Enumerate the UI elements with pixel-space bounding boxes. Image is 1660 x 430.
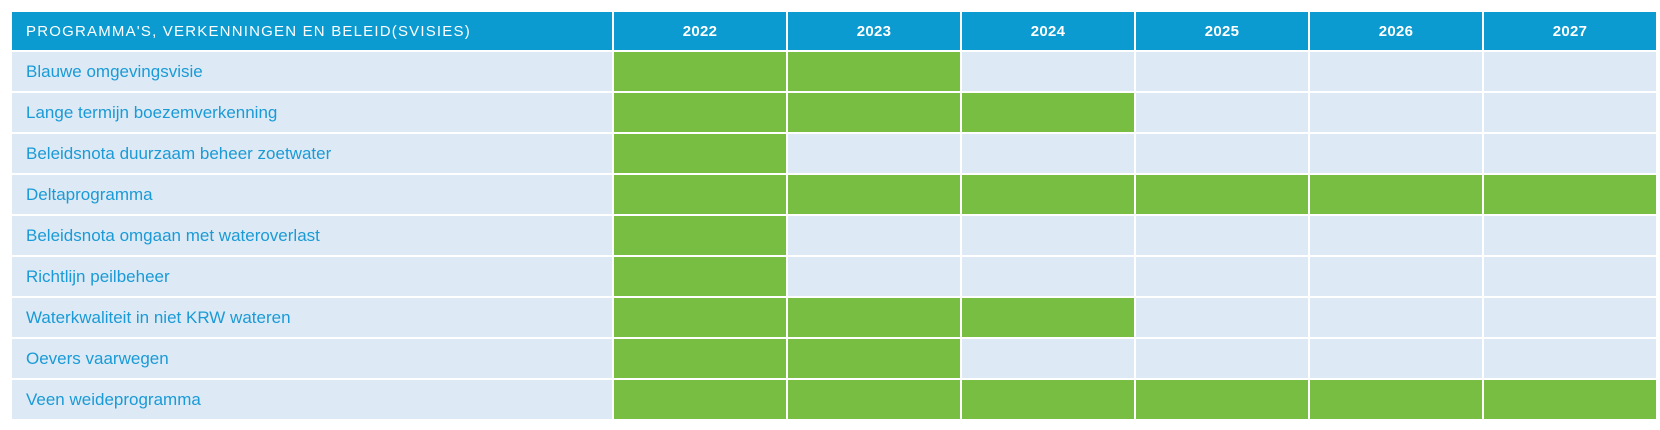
- timeline-cell-active: [962, 175, 1134, 214]
- timeline-cell-empty: [788, 216, 960, 255]
- timeline-cell-active: [614, 257, 786, 296]
- timeline-cell-active: [788, 175, 960, 214]
- timeline-cell-active: [614, 380, 786, 419]
- row-label: Blauwe omgevingsvisie: [12, 52, 612, 91]
- timeline-cell-empty: [962, 134, 1134, 173]
- row-label: Beleidsnota omgaan met wateroverlast: [12, 216, 612, 255]
- timeline-cell-empty: [1310, 339, 1482, 378]
- row-label: Deltaprogramma: [12, 175, 612, 214]
- year-header-2025: 2025: [1136, 12, 1308, 50]
- timeline-cell-empty: [1484, 93, 1656, 132]
- row-label: Richtlijn peilbeheer: [12, 257, 612, 296]
- timeline-cell-active: [788, 298, 960, 337]
- timeline-cell-empty: [1136, 257, 1308, 296]
- timeline-cell-empty: [1136, 339, 1308, 378]
- timeline-cell-empty: [1310, 216, 1482, 255]
- timeline-cell-active: [1310, 380, 1482, 419]
- timeline-cell-empty: [1310, 52, 1482, 91]
- row-label: Waterkwaliteit in niet KRW wateren: [12, 298, 612, 337]
- timeline-cell-empty: [1136, 216, 1308, 255]
- timeline-cell-active: [614, 339, 786, 378]
- timeline-cell-empty: [1484, 216, 1656, 255]
- timeline-cell-empty: [788, 134, 960, 173]
- planning-table: PROGRAMMA'S, VERKENNINGEN EN BELEID(SVIS…: [12, 12, 1656, 422]
- year-header-2024: 2024: [962, 12, 1134, 50]
- timeline-cell-active: [614, 52, 786, 91]
- timeline-cell-empty: [1484, 298, 1656, 337]
- timeline-cell-active: [788, 52, 960, 91]
- timeline-cell-active: [1484, 175, 1656, 214]
- timeline-cell-empty: [788, 257, 960, 296]
- timeline-cell-active: [614, 298, 786, 337]
- table-title: PROGRAMMA'S, VERKENNINGEN EN BELEID(SVIS…: [12, 12, 612, 50]
- row-label: Veen weideprogramma: [12, 380, 612, 419]
- timeline-cell-empty: [962, 257, 1134, 296]
- timeline-cell-empty: [1310, 298, 1482, 337]
- timeline-cell-active: [1136, 380, 1308, 419]
- timeline-cell-empty: [962, 52, 1134, 91]
- row-label: Oevers vaarwegen: [12, 339, 612, 378]
- timeline-cell-active: [614, 175, 786, 214]
- timeline-cell-empty: [1310, 93, 1482, 132]
- timeline-cell-empty: [1484, 52, 1656, 91]
- timeline-cell-empty: [1484, 134, 1656, 173]
- timeline-cell-active: [788, 93, 960, 132]
- timeline-cell-active: [788, 339, 960, 378]
- timeline-cell-empty: [1136, 93, 1308, 132]
- timeline-cell-active: [614, 216, 786, 255]
- timeline-cell-active: [962, 93, 1134, 132]
- timeline-cell-active: [788, 380, 960, 419]
- timeline-cell-empty: [1310, 257, 1482, 296]
- timeline-cell-active: [962, 380, 1134, 419]
- year-header-2023: 2023: [788, 12, 960, 50]
- timeline-cell-empty: [1484, 257, 1656, 296]
- year-header-2022: 2022: [614, 12, 786, 50]
- timeline-cell-active: [962, 298, 1134, 337]
- timeline-cell-empty: [1136, 298, 1308, 337]
- timeline-cell-empty: [962, 339, 1134, 378]
- timeline-cell-empty: [962, 216, 1134, 255]
- timeline-cell-active: [1136, 175, 1308, 214]
- year-header-2027: 2027: [1484, 12, 1656, 50]
- timeline-cell-empty: [1310, 134, 1482, 173]
- timeline-cell-active: [614, 93, 786, 132]
- timeline-cell-active: [614, 134, 786, 173]
- timeline-cell-empty: [1136, 52, 1308, 91]
- row-label: Beleidsnota duurzaam beheer zoetwater: [12, 134, 612, 173]
- year-header-2026: 2026: [1310, 12, 1482, 50]
- timeline-cell-empty: [1484, 339, 1656, 378]
- timeline-cell-active: [1484, 380, 1656, 419]
- timeline-cell-active: [1310, 175, 1482, 214]
- row-label: Lange termijn boezemverkenning: [12, 93, 612, 132]
- timeline-cell-empty: [1136, 134, 1308, 173]
